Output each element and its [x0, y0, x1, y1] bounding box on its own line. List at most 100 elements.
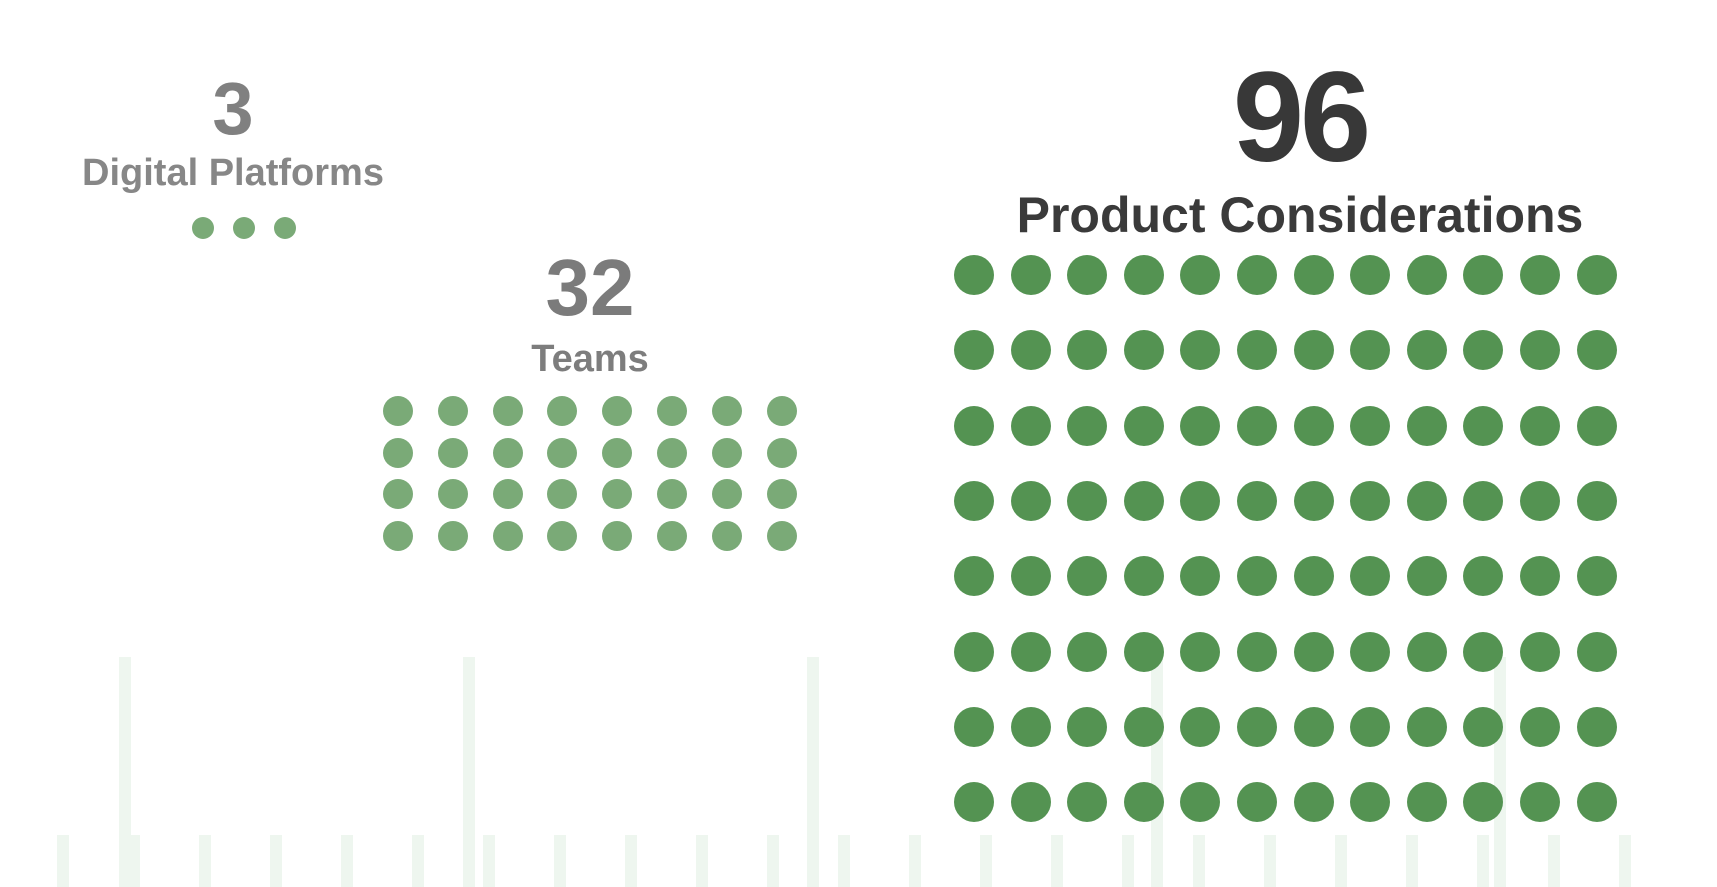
products-dot	[1067, 405, 1108, 446]
teams-dot	[547, 437, 578, 468]
products-dot	[1010, 782, 1051, 823]
products-dot	[1010, 706, 1051, 747]
products-dot	[1350, 480, 1391, 521]
products-dot	[954, 330, 994, 371]
products-dot	[1180, 330, 1221, 371]
products-dot	[1180, 706, 1221, 747]
teams-dot	[437, 479, 468, 509]
background-bar	[1335, 835, 1347, 887]
background-bar	[1151, 657, 1163, 887]
products-dot	[1293, 631, 1334, 672]
products-dot	[1576, 405, 1617, 446]
teams-dot	[492, 479, 523, 509]
background-bar	[1406, 835, 1418, 887]
teams-dot	[547, 396, 578, 426]
products-dot	[1123, 480, 1164, 521]
teams-group: 32 Teams	[480, 248, 700, 380]
products-dot	[1293, 556, 1334, 597]
products-dot	[1180, 556, 1221, 597]
teams-dot	[547, 479, 578, 509]
products-dot	[1406, 782, 1447, 823]
products-dot	[1406, 706, 1447, 747]
products-dot	[1406, 255, 1447, 295]
products-dot	[1350, 330, 1391, 371]
products-dot	[1067, 706, 1108, 747]
teams-dot	[602, 437, 633, 468]
products-dot	[954, 631, 994, 672]
products-dot	[1406, 405, 1447, 446]
products-dot	[1520, 631, 1560, 672]
products-dot	[1237, 330, 1277, 371]
products-dot	[1463, 330, 1504, 371]
digital-platforms-count: 3	[212, 67, 254, 150]
products-dot	[1010, 556, 1051, 597]
products-dot	[1237, 706, 1277, 747]
products-dot	[1067, 631, 1108, 672]
products-dot	[1123, 255, 1164, 295]
products-dot	[1067, 782, 1108, 823]
products-dot	[1010, 255, 1051, 295]
products-dot	[1350, 782, 1391, 823]
products-dot	[1463, 782, 1504, 823]
products-dot	[1406, 480, 1447, 521]
background-bar	[1051, 835, 1063, 887]
teams-dot	[437, 396, 468, 426]
teams-dot	[711, 396, 742, 426]
background-bar	[625, 835, 637, 887]
products-dot	[1180, 782, 1221, 823]
background-bar	[199, 835, 211, 887]
teams-dot	[602, 520, 633, 551]
products-dot	[1463, 405, 1504, 446]
products-dot	[1293, 480, 1334, 521]
background-bar	[1264, 835, 1276, 887]
products-dot	[954, 480, 994, 521]
background-bar	[119, 657, 131, 887]
teams-dot	[766, 520, 797, 551]
teams-dot	[766, 437, 797, 468]
background-bar	[128, 835, 140, 887]
teams-dot	[711, 479, 742, 509]
background-bar	[463, 657, 475, 887]
background-bar	[696, 835, 708, 887]
background-bar	[980, 835, 992, 887]
product-considerations-group: 96 Product Considerations	[960, 54, 1640, 243]
background-bar	[1193, 835, 1205, 887]
products-dot	[1180, 405, 1221, 446]
background-bar	[838, 835, 850, 887]
products-dot	[1180, 480, 1221, 521]
products-dot	[1520, 706, 1560, 747]
teams-dot	[492, 396, 523, 426]
products-dot	[1520, 556, 1560, 597]
teams-dot	[602, 479, 633, 509]
teams-dot	[383, 520, 413, 551]
background-bar	[1619, 835, 1631, 887]
products-dot	[1576, 255, 1617, 295]
products-dot	[1350, 255, 1391, 295]
products-dot	[1350, 706, 1391, 747]
teams-label: Teams	[531, 338, 649, 380]
products-dot	[1293, 255, 1334, 295]
products-dot	[1237, 255, 1277, 295]
background-bar	[909, 835, 921, 887]
teams-dot	[657, 437, 687, 468]
products-dot	[1576, 556, 1617, 597]
products-dot	[1067, 330, 1108, 371]
digital-platforms-label: Digital Platforms	[82, 152, 384, 194]
products-dot	[1463, 255, 1504, 295]
background-bar	[1122, 835, 1134, 887]
teams-dot	[547, 520, 578, 551]
products-dot	[1463, 556, 1504, 597]
teams-dot	[766, 396, 797, 426]
product-considerations-label: Product Considerations	[1016, 187, 1584, 243]
products-dot	[1520, 782, 1560, 823]
digital-platforms-group: 3 Digital Platforms	[58, 67, 408, 194]
products-dot	[1123, 782, 1164, 823]
products-dot	[1350, 631, 1391, 672]
products-dot	[954, 255, 994, 295]
products-dot	[1293, 782, 1334, 823]
products-dot	[1350, 556, 1391, 597]
teams-dot	[711, 520, 742, 551]
background-bar	[807, 657, 819, 887]
background-bar	[412, 835, 424, 887]
